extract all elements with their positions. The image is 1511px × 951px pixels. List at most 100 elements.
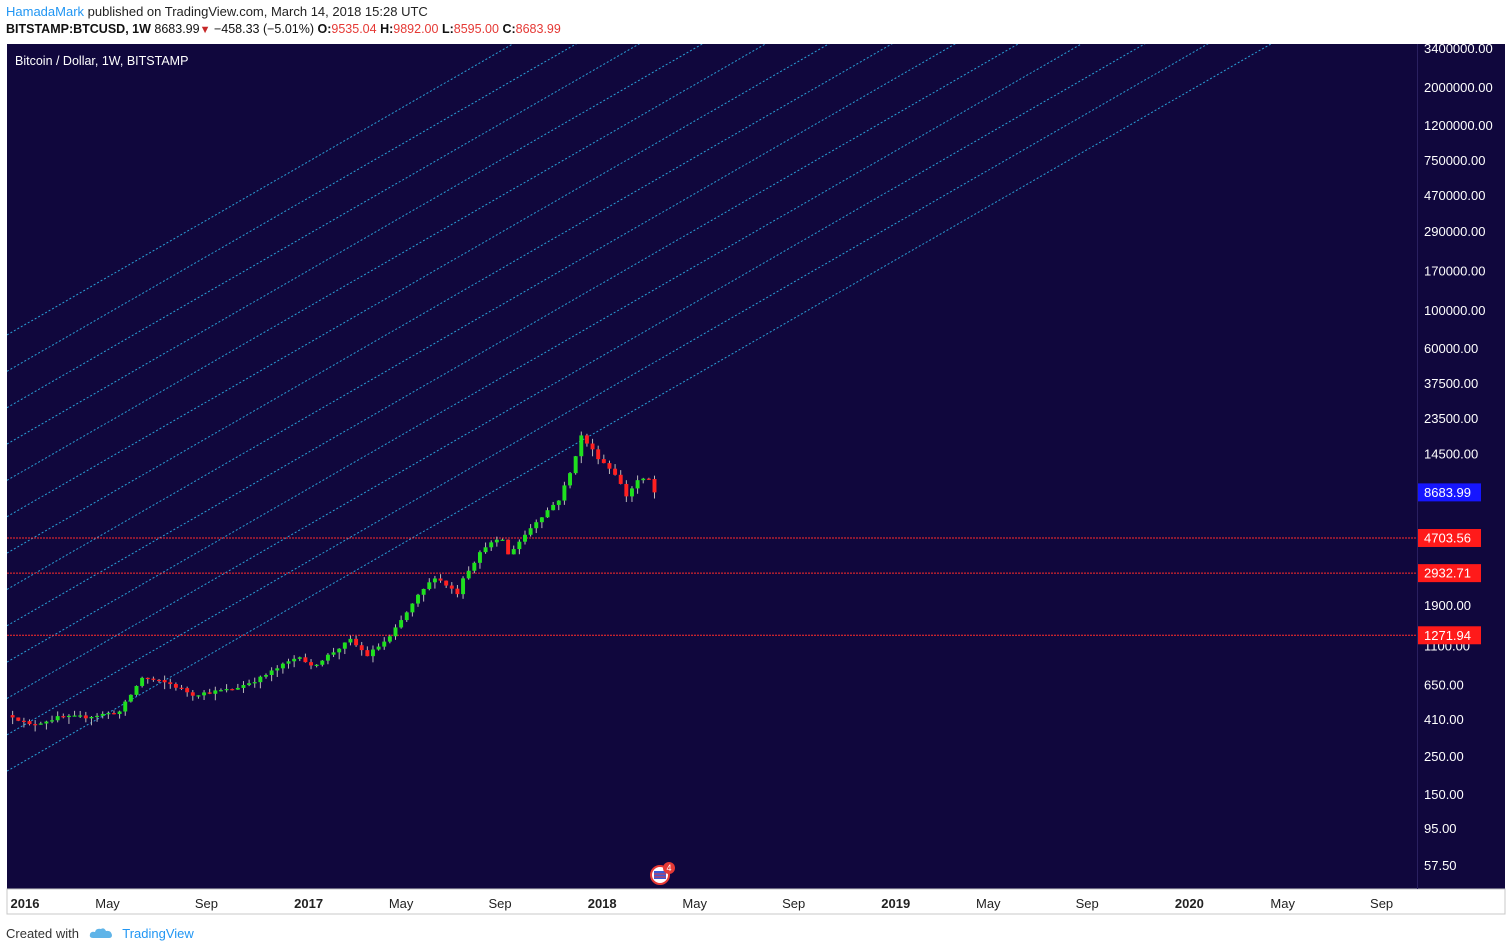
plot-background [7,44,1417,889]
candle [404,612,409,621]
candle [579,435,584,457]
candle [258,676,263,683]
candle [230,689,235,691]
candle [83,715,88,719]
x-tick-label: Sep [1076,896,1099,911]
close-label: C: [502,22,516,36]
candle [213,690,218,694]
candle [359,645,364,651]
channel-line [7,44,1020,627]
candle [140,677,145,686]
footer: Created with TradingView [6,926,194,942]
high-value: 9892.00 [393,22,439,36]
x-tick-label: May [1270,896,1295,911]
candle [432,578,437,583]
candle [207,692,212,694]
y-tick-label: 1900.00 [1424,598,1471,613]
candle [584,435,589,444]
close-value: 8683.99 [515,22,561,36]
candle [387,636,392,642]
channel-lines [7,44,1272,772]
channel-line [7,44,767,481]
candle [95,715,100,718]
candle [337,648,342,653]
candle [483,547,488,553]
candle [218,690,223,692]
candle [128,694,133,702]
candle [173,684,178,688]
candle [190,692,195,696]
candle [461,578,466,595]
publish-info: HamadaMark published on TradingView.com,… [6,4,428,19]
channel-line [7,44,830,518]
y-tick-label: 150.00 [1424,787,1464,802]
candle [202,692,207,696]
level-label: 4703.56 [1424,530,1471,545]
candle [466,570,471,579]
candle [568,473,573,486]
x-tick-label: May [389,896,414,911]
x-tick-label: Sep [782,896,805,911]
y-tick-label: 750000.00 [1424,153,1485,168]
x-tick-label: 2019 [881,896,910,911]
candles [10,431,657,732]
candle [646,478,651,480]
candle [528,528,533,535]
candle [635,480,640,489]
x-tick-label: May [95,896,120,911]
candle [494,539,499,543]
level-badge [1418,564,1481,583]
candle [545,510,550,518]
candle [280,663,285,669]
tradingview-link[interactable]: TradingView [122,926,194,941]
candle [477,552,482,563]
candle [179,687,184,689]
tradingview-cloud-icon [89,927,113,942]
candle [106,713,111,715]
x-tick-label: 2017 [294,896,323,911]
candle [342,642,347,649]
last-price: 8683.99 [154,22,200,36]
candle [235,687,240,690]
candle [117,711,122,715]
y-tick-label: 470000.00 [1424,188,1485,203]
events-flag-icon[interactable]: 4 [650,862,675,885]
price-axis[interactable]: 3400000.00 2000000.00 1200000.00 750000.00 4… [1418,41,1493,873]
y-tick-label: 95.00 [1424,821,1457,836]
svg-text:4: 4 [666,863,671,873]
candle [601,459,606,464]
candle [38,723,43,725]
candle [641,478,646,481]
channel-line [7,44,1146,699]
time-axis[interactable]: 2016 May Sep 2017 May Sep 2018 May Sep 2019 May Sep… [11,896,1394,911]
y-tick-label: 3400000.00 [1424,41,1493,56]
x-tick-label: 2016 [11,896,40,911]
candle [10,715,15,718]
channel-line [7,44,1209,736]
candle [500,539,505,541]
y-tick-label: 650.00 [1424,678,1464,693]
candle [27,721,32,725]
candle [252,682,257,684]
candle [517,541,522,550]
x-tick-label: May [976,896,1001,911]
x-tick-label: 2018 [588,896,617,911]
level-label: 2932.71 [1424,566,1471,581]
level-label: 1271.94 [1424,628,1471,643]
candle [297,657,302,659]
candle [325,654,330,661]
author-link[interactable]: HamadaMark [6,4,85,19]
last-price-badge [1418,483,1481,502]
candle [72,715,77,717]
y-tick-label: 57.50 [1424,858,1457,873]
candle [331,652,336,655]
candle [134,685,139,695]
y-tick-label: 2000000.00 [1424,80,1493,95]
candle [624,483,629,497]
last-price-label: 8683.99 [1424,485,1471,500]
candle [607,463,612,469]
candle [50,720,55,722]
symbol-info: BITSTAMP:BTCUSD, 1W 8683.99▼ −458.33 (−5… [6,22,561,36]
open-value: 9535.04 [331,22,377,36]
